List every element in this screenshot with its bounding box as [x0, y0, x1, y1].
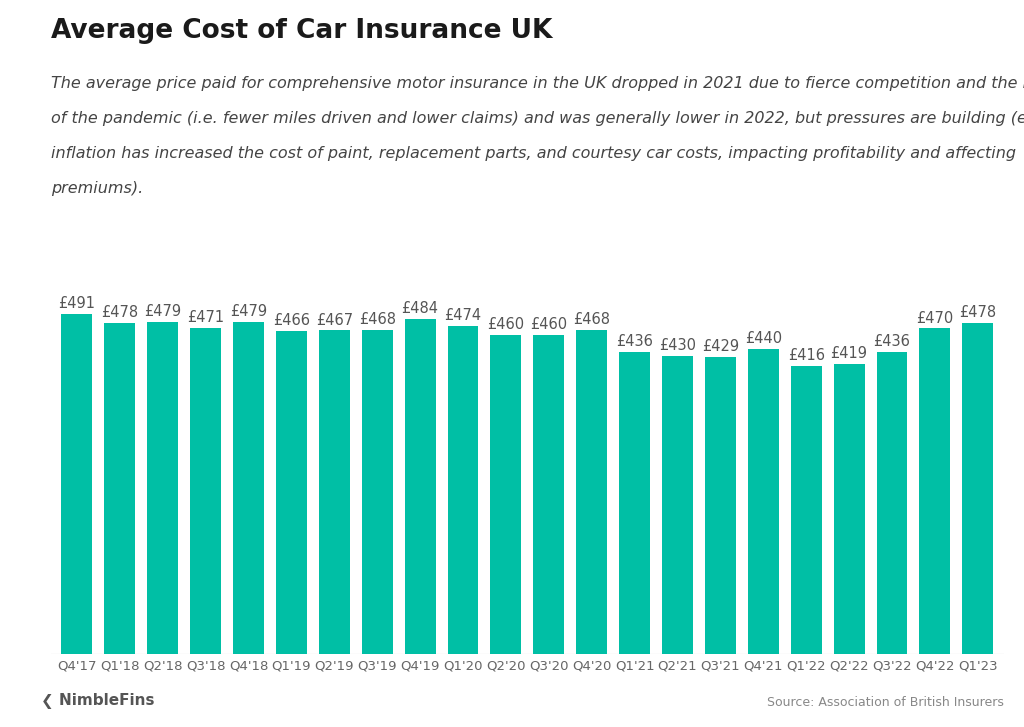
Text: of the pandemic (i.e. fewer miles driven and lower claims) and was generally low: of the pandemic (i.e. fewer miles driven… [51, 111, 1024, 126]
Text: ❮ NimbleFins: ❮ NimbleFins [41, 693, 155, 709]
Bar [963, 323, 993, 654]
Bar [534, 335, 564, 654]
Text: £478: £478 [101, 305, 138, 320]
Text: £479: £479 [230, 305, 267, 319]
Bar [834, 364, 864, 654]
Text: £468: £468 [358, 312, 395, 327]
Bar [190, 328, 221, 654]
Bar [620, 352, 650, 654]
Bar [147, 322, 178, 654]
Text: £491: £491 [58, 296, 95, 311]
Bar [577, 329, 607, 654]
Text: £436: £436 [873, 334, 910, 349]
Text: £460: £460 [487, 318, 524, 332]
Bar [705, 357, 736, 654]
Text: £467: £467 [315, 313, 353, 328]
Bar [61, 314, 92, 654]
Text: £419: £419 [830, 346, 867, 361]
Text: Source: Association of British Insurers: Source: Association of British Insurers [767, 696, 1004, 709]
Bar [104, 323, 135, 654]
Bar [748, 349, 778, 654]
Bar [791, 366, 821, 654]
Text: Average Cost of Car Insurance UK: Average Cost of Car Insurance UK [51, 18, 553, 44]
Bar [447, 326, 478, 654]
Bar [920, 329, 950, 654]
Text: £440: £440 [744, 332, 782, 346]
Bar [276, 331, 307, 654]
Bar [361, 329, 392, 654]
Text: £479: £479 [144, 305, 181, 319]
Text: £466: £466 [273, 313, 310, 329]
Text: premiums).: premiums). [51, 181, 143, 196]
Text: £430: £430 [659, 338, 696, 353]
Text: The average price paid for comprehensive motor insurance in the UK dropped in 20: The average price paid for comprehensive… [51, 76, 1024, 92]
Text: £484: £484 [401, 301, 438, 316]
Text: £470: £470 [916, 310, 953, 326]
Text: inflation has increased the cost of paint, replacement parts, and courtesy car c: inflation has increased the cost of pain… [51, 146, 1016, 161]
Bar [877, 352, 907, 654]
Bar [490, 335, 521, 654]
Text: £468: £468 [573, 312, 610, 327]
Text: £478: £478 [959, 305, 996, 320]
Bar [663, 356, 693, 654]
Text: £474: £474 [444, 308, 481, 323]
Bar [404, 318, 435, 654]
Bar [318, 330, 350, 654]
Bar [233, 322, 264, 654]
Text: £471: £471 [187, 310, 224, 325]
Text: £436: £436 [616, 334, 653, 349]
Text: £460: £460 [530, 318, 567, 332]
Text: £429: £429 [701, 339, 739, 354]
Text: £416: £416 [787, 348, 824, 363]
